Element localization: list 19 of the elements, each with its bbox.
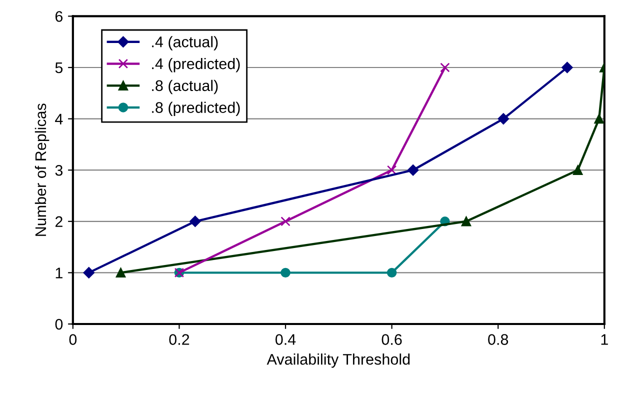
y-tick-label: 2 [55,216,62,227]
x-tick-label: 0 [69,334,77,345]
y-tick-label: 1 [56,268,62,278]
y-tick-label: 6 [55,11,63,22]
x-tick-label: 0.8 [488,334,508,345]
x-tick-label: 0.6 [382,334,402,345]
legend-label: .4 (predicted) [152,58,240,72]
y-tick-label: 5 [55,62,63,74]
x-tick-label: 0.4 [275,334,296,345]
y-tick-label: 3 [55,164,63,176]
legend-label: .8 (predicted) [152,102,240,116]
x-tick-label: 1 [601,334,608,345]
y-axis-title: Number of Replicas [34,104,50,236]
y-tick-label: 4 [55,114,63,124]
legend-label: .8 (actual) [152,80,218,94]
y-tick-label: 0 [55,318,63,330]
x-tick-label: 0.2 [169,334,190,345]
legend-label: .4 (actual) [152,36,218,50]
x-axis-title: Availability Threshold [266,354,410,368]
